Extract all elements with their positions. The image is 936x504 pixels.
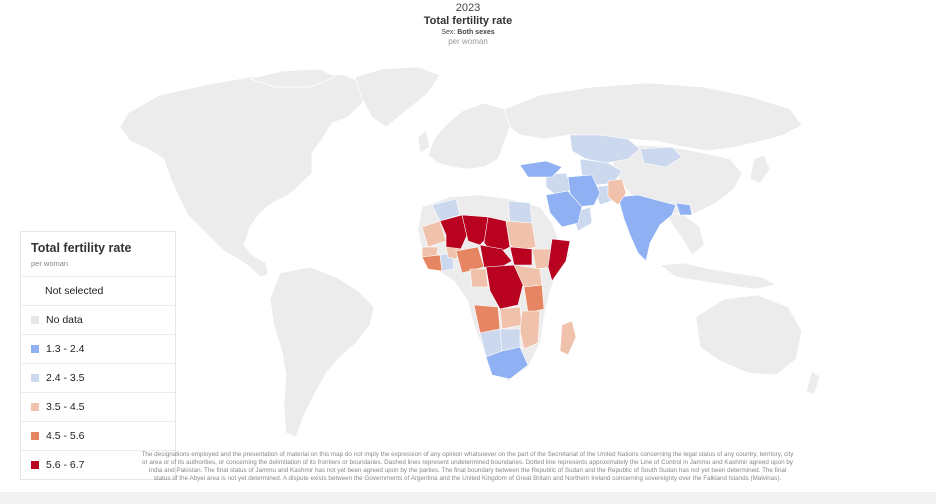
legend-item-label: 5.6 - 6.7 [46,459,85,471]
legend-item-class-5[interactable]: 5.6 - 6.7 [21,450,175,479]
region-indonesia[interactable] [659,262,778,290]
region-arctic-islands[interactable] [248,68,337,88]
legend-swatch [31,374,39,382]
country-south-africa[interactable] [485,346,529,380]
legend-item-class-1[interactable]: 1.3 - 2.4 [21,334,175,363]
country-egypt[interactable] [507,200,533,224]
country-pakistan[interactable] [607,178,627,206]
legend-unit: per woman [31,259,69,268]
country-turkey[interactable] [519,160,563,178]
legend-item-class-4[interactable]: 4.5 - 5.6 [21,421,175,450]
region-europe[interactable] [427,102,511,170]
map-title: Total fertility rate [423,15,513,27]
region-south-america[interactable] [269,266,375,438]
year-label: 2023 [455,2,481,14]
subtitle-prefix: Sex: [441,29,458,36]
legend-panel: Total fertility rate per woman Not selec… [20,231,176,480]
legend-item-class-3[interactable]: 3.5 - 4.5 [21,392,175,421]
country-bangladesh[interactable] [675,202,693,216]
country-madagascar[interactable] [559,320,577,356]
region-southeast-asia[interactable] [665,212,705,256]
legend-item-label: 3.5 - 4.5 [46,401,85,413]
country-guinea[interactable] [421,254,443,272]
region-greenland[interactable] [354,66,441,128]
subtitle-value: Both sexes [457,29,495,36]
region-uk[interactable] [417,130,431,154]
country-india[interactable] [617,194,677,262]
legend-item-label: Not selected [45,285,104,297]
bottom-strip [0,492,936,504]
country-burkina[interactable] [445,246,463,260]
country-tanzania[interactable] [523,284,545,314]
map-subtitle: Sex: Both sexes [0,28,936,37]
land-base [119,66,820,438]
region-australia[interactable] [695,294,803,376]
region-japan[interactable] [749,154,771,184]
legend-item-label: 1.3 - 2.4 [46,343,85,355]
legend-swatch [31,432,39,440]
country-south-sudan[interactable] [509,246,533,266]
legend-swatch [31,403,39,411]
country-kazakhstan[interactable] [569,134,641,164]
legend-item-not-selected[interactable]: Not selected [21,276,175,305]
country-mozambique[interactable] [519,310,541,350]
legend-swatch [31,461,39,469]
legend-item-label: 4.5 - 5.6 [46,430,85,442]
region-new-zealand[interactable] [805,370,820,396]
legend-item-label: 2.4 - 3.5 [46,372,85,384]
legend-swatch [31,345,39,353]
world-map[interactable] [100,55,820,450]
legend-item-class-2[interactable]: 2.4 - 3.5 [21,363,175,392]
map-disclaimer: The designations employed and the presen… [141,451,794,483]
country-somalia[interactable] [547,238,571,282]
country-gabon-congo[interactable] [469,268,489,288]
region-russia[interactable] [503,82,803,152]
legend-item-label: No data [46,314,83,326]
map-unit: per woman [448,37,488,46]
legend-item-no-data[interactable]: No data [21,305,175,334]
country-mongolia[interactable] [639,146,683,168]
map-header: 2023 Total fertility rate Sex: Both sexe… [0,2,936,47]
country-zambia[interactable] [499,306,523,330]
legend-swatch [31,316,39,324]
country-cameroon-car[interactable] [479,244,513,270]
country-maghreb[interactable] [431,198,461,222]
colored-countries [417,134,693,382]
country-saudi-arabia[interactable] [545,190,583,228]
legend-title: Total fertility rate [31,241,132,255]
